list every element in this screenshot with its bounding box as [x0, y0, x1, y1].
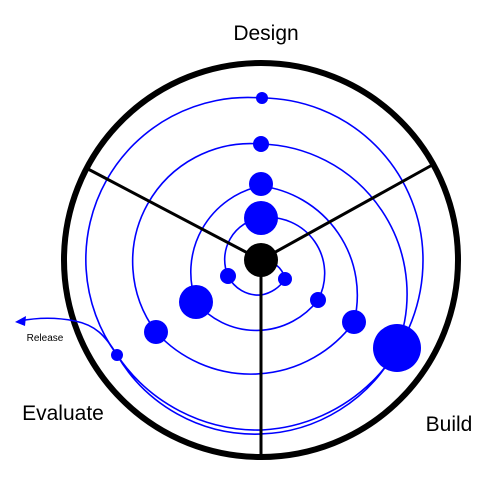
spiral-node	[179, 285, 213, 319]
divider-design-build	[260, 162, 435, 262]
release-arrowhead	[15, 316, 26, 326]
spiral-node	[249, 172, 273, 196]
spiral-path	[85, 96, 424, 435]
phase-label-design: Design	[233, 22, 298, 45]
phase-label-build: Build	[426, 413, 473, 436]
spiral-node	[111, 349, 123, 361]
release-path	[19, 317, 118, 356]
spiral-node	[253, 136, 269, 152]
spiral-node	[244, 201, 278, 235]
spiral-node	[278, 272, 292, 286]
divider-evaluate-design	[87, 167, 262, 262]
spiral-node	[220, 268, 236, 284]
release-label: Release	[27, 333, 64, 344]
spiral-node	[373, 324, 421, 372]
phase-label-evaluate: Evaluate	[22, 402, 104, 425]
spiral-node	[256, 92, 268, 104]
spiral-node	[144, 320, 168, 344]
spiral-node	[342, 310, 366, 334]
center-node	[244, 243, 278, 277]
spiral-node	[310, 292, 326, 308]
